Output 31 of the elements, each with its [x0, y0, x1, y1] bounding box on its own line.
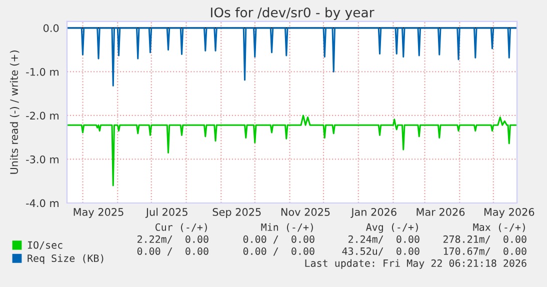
text: 2.24m/ 0.00 [348, 235, 420, 244]
text: Avg (-/+) [366, 223, 418, 233]
line-series [67, 27, 517, 86]
x-tick-label: Jan 2026 [350, 208, 396, 218]
text: 43.52u/ 0.00 [342, 247, 420, 256]
y-tick-label: -1.0 m [26, 68, 58, 76]
text: 0.00 / 0.00 [243, 247, 314, 256]
chart-title: IOs for /dev/sr0 - by year [211, 7, 374, 20]
y-axis-title: Units read (-) / write (+) [10, 50, 20, 174]
y-tick-label: 0.0 [43, 24, 59, 32]
text: Last update: Fri May 22 06:21:18 2026 [305, 259, 526, 269]
y-tick-label: -3.0 m [26, 155, 58, 164]
text: 170.67m/ 0.00 [444, 247, 526, 256]
x-tick-label: May 2026 [484, 208, 534, 218]
legend-label: Req Size (KB) [28, 254, 104, 264]
text: 0.00 / 0.00 [137, 247, 208, 256]
legend-label: IO/sec [28, 241, 62, 250]
y-tick-label: -2.0 m [26, 112, 58, 120]
text: 278.21m/ 0.00 [443, 235, 526, 244]
text: Max (-/+) [473, 223, 525, 232]
x-tick-label: Mar 2026 [416, 208, 465, 216]
x-tick-label: Sep 2025 [212, 208, 261, 218]
text: 0.00 / 0.00 [243, 235, 314, 244]
x-tick-label: May 2025 [74, 208, 124, 218]
line-series [67, 114, 517, 186]
x-tick-label: Nov 2025 [281, 208, 330, 216]
y-tick-label: -4.0 m [26, 199, 58, 208]
text: 2.22m/ 0.00 [138, 235, 208, 244]
text: Cur (-/+) [155, 223, 207, 232]
x-tick-label: Jul 2025 [145, 208, 188, 218]
text: Min (-/+) [261, 223, 313, 232]
